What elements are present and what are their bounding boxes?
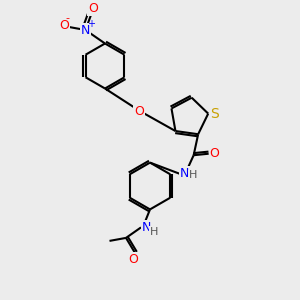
Text: N: N (142, 221, 151, 234)
Text: N: N (180, 167, 189, 180)
Text: O: O (60, 19, 69, 32)
Text: O: O (88, 2, 98, 16)
Text: H: H (189, 170, 197, 180)
Text: S: S (210, 106, 219, 121)
Text: H: H (149, 227, 158, 237)
Text: O: O (129, 253, 138, 266)
Text: +: + (87, 19, 95, 29)
Text: O: O (134, 105, 144, 118)
Text: O: O (210, 147, 220, 160)
Text: -: - (65, 13, 70, 23)
Text: N: N (81, 23, 90, 37)
